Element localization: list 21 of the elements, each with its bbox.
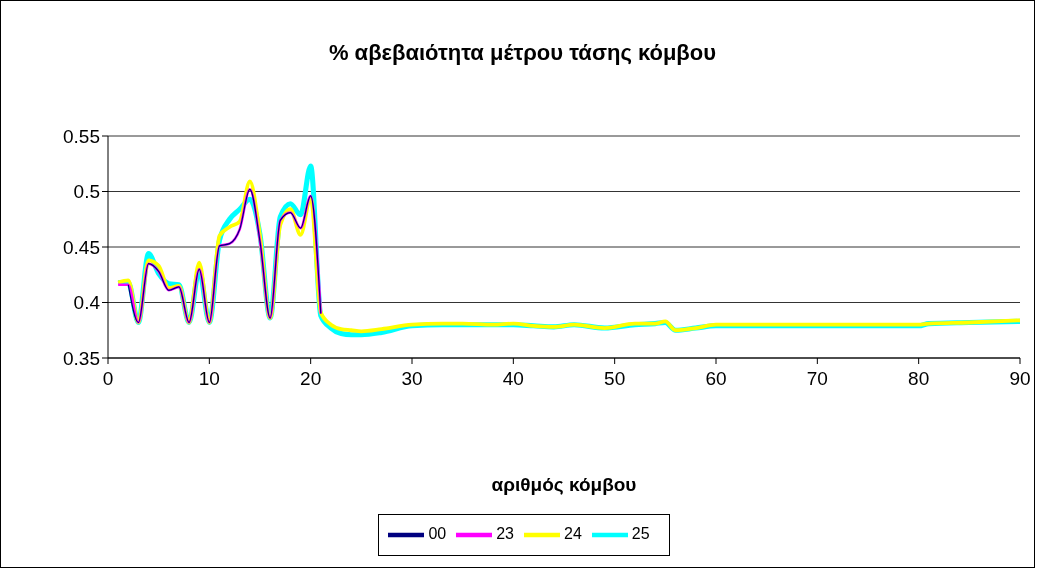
legend-label: 25 (631, 525, 650, 543)
x-tick-label: 0 (102, 368, 114, 390)
x-tick-label: 50 (604, 368, 626, 390)
y-tick-label: 0.4 (73, 292, 101, 314)
x-axis-title: αριθμός κόμβου (490, 474, 638, 496)
x-tick-label: 60 (705, 368, 727, 390)
x-tick-label: 70 (806, 368, 828, 390)
y-tick-label: 0.35 (63, 347, 100, 369)
x-tick-label: 40 (502, 368, 524, 390)
x-tick-label: 10 (198, 368, 220, 390)
y-tick-label: 0.45 (63, 236, 100, 258)
x-tick-label: 30 (401, 368, 423, 390)
chart-title: % αβεβαιότητα μέτρου τάσης κόμβου (327, 40, 718, 66)
y-tick-label: 0.5 (73, 181, 100, 203)
x-tick-label: 20 (300, 368, 322, 390)
x-tick-label: 80 (908, 368, 930, 390)
legend-label: 24 (564, 525, 582, 543)
y-tick-label: 0.55 (63, 125, 100, 147)
legend-label: 23 (496, 525, 514, 543)
legend-label: 00 (428, 525, 447, 543)
x-tick-label: 90 (1009, 368, 1031, 390)
